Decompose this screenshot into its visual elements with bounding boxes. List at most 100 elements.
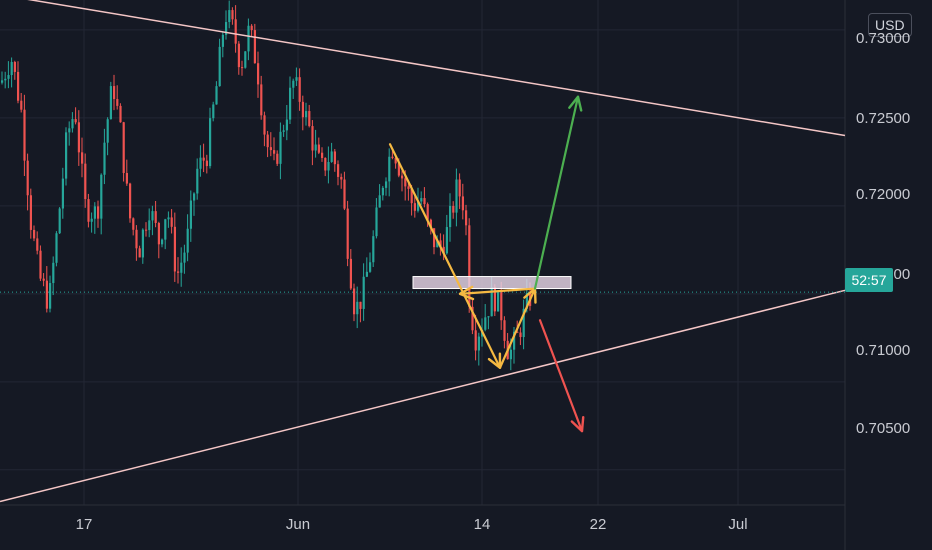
candle-down [39,250,42,279]
candle-up [71,119,74,129]
candle-down [87,199,90,222]
candle-down [324,157,327,171]
currency-label[interactable]: USD [868,13,912,37]
candle-down [471,306,474,331]
candle-up [487,316,490,318]
resistance-zone [412,276,572,290]
candle-up [52,262,55,284]
candle-up [327,161,330,171]
candle-down [170,217,173,227]
candle-down [74,119,77,123]
candle-down [439,240,442,247]
candle-down [231,10,234,20]
candle-down [317,144,320,153]
candle-up [10,61,13,76]
candle-up [93,206,96,219]
candle-down [493,287,496,312]
candle-down [458,179,461,197]
candle-down [461,196,464,211]
candle-up [365,271,368,277]
current-price-tag: 52:57 [845,268,893,292]
candle-up [61,178,64,209]
candle-up [289,87,292,120]
candle-up [1,80,4,83]
candle-up [455,179,458,213]
candle-up [109,86,112,120]
candle-down [433,228,436,248]
candle-down [253,30,256,64]
candle-down [84,163,87,200]
candle-down [500,290,503,321]
arrow-head [570,415,585,433]
arrow-head [458,285,475,301]
arrow-line [498,287,537,369]
candle-up [509,349,512,360]
candle-up [189,200,192,229]
candle-down [119,105,122,123]
candle-up [385,181,388,188]
candle-down [503,320,506,341]
candle-down [308,111,311,127]
y-tick-label: 0.72000 [856,186,911,203]
candle-down [157,222,160,245]
candle-down [23,109,26,161]
candle-up [292,80,295,88]
candle-up [193,193,196,201]
arrow-line [458,287,537,295]
candle-down [17,71,20,101]
candle-down [263,115,266,135]
candle-down [257,63,260,85]
candle-down [266,134,269,148]
candle-up [282,130,285,132]
candle-up [167,217,170,220]
candle-up [522,308,525,338]
candle-up [449,205,452,228]
y-tick-label: 0.72500 [856,110,911,127]
candle-up [525,292,528,309]
candle-up [417,201,420,211]
candle-down [145,229,148,231]
candle-down [426,204,429,220]
candle-down [407,186,410,189]
candle-down [391,156,394,158]
candle-up [90,218,93,222]
candle-down [125,172,128,184]
x-tick-label: Jul [728,516,748,533]
candle-down [135,229,138,249]
candle-down [13,61,16,72]
candle-up [247,25,250,52]
candle-down [298,77,301,102]
candle-up [388,156,391,182]
candle-up [65,132,68,179]
candle-down [202,157,205,161]
candle-up [68,128,71,133]
candle-up [209,118,212,167]
trendline-lower [0,289,846,503]
candle-down [116,99,119,106]
candle-up [305,111,308,118]
candle-down [154,211,157,223]
candle-up [369,262,372,272]
candle-up [7,75,10,79]
candle-up [372,236,375,263]
candle-down [45,280,48,309]
candle-up [314,144,317,151]
candle-down [138,248,141,258]
candle-down [452,205,455,213]
candle-down [442,246,445,254]
candle-down [333,151,336,165]
candle-up [148,220,151,231]
candle-down [173,226,176,272]
annotations [0,95,845,433]
candle-down [397,163,400,176]
x-tick-label: 14 [473,516,491,533]
candle-up [356,301,359,315]
candle-up [100,174,103,219]
x-tick-label: Jun [285,516,311,533]
candle-down [353,288,356,315]
candle-down [343,179,346,209]
candle-up [199,157,202,169]
candle-up [196,168,199,194]
candle-up [497,290,500,312]
